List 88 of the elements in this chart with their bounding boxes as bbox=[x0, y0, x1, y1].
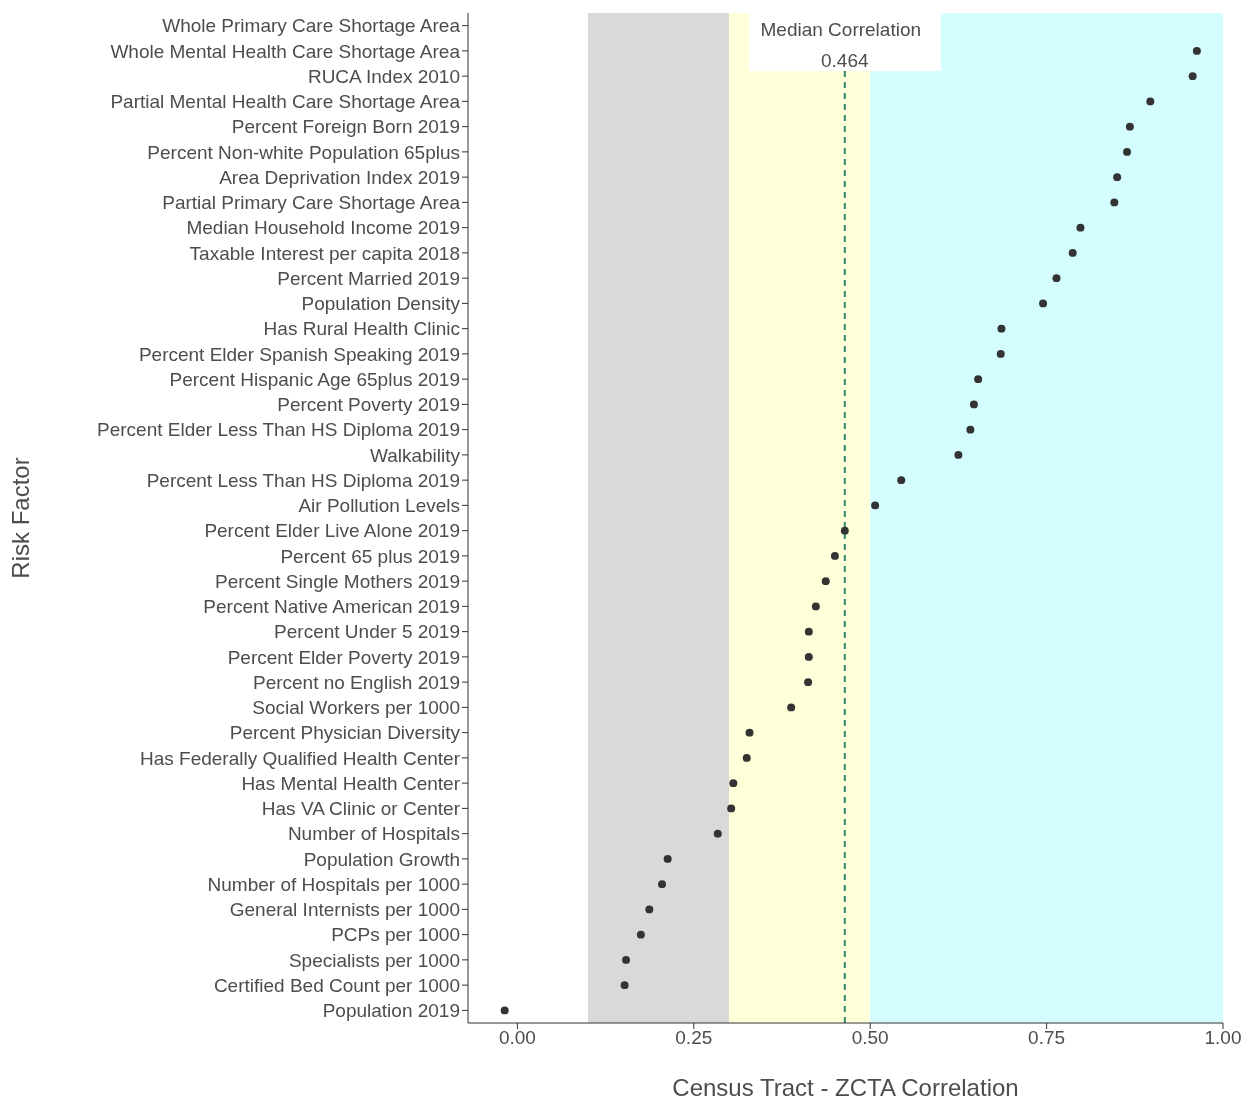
point bbox=[996, 349, 1005, 358]
y-tick-label: Number of Hospitals bbox=[287, 823, 460, 845]
y-tick-label: Whole Primary Care Shortage Area bbox=[162, 15, 461, 37]
point bbox=[1076, 223, 1085, 232]
y-tick-label: Percent Foreign Born 2019 bbox=[231, 116, 460, 138]
point bbox=[821, 577, 830, 586]
y-tick-label: Percent 65 plus 2019 bbox=[280, 545, 460, 567]
point bbox=[1146, 97, 1155, 106]
point bbox=[966, 425, 975, 434]
y-tick-label: Partial Mental Health Care Shortage Area bbox=[110, 91, 461, 113]
y-tick-label: Partial Primary Care Shortage Area bbox=[162, 192, 461, 214]
ref-line-label: Median Correlation bbox=[760, 19, 922, 40]
point bbox=[658, 880, 667, 889]
y-tick-label: Percent Native American 2019 bbox=[203, 596, 460, 618]
y-tick-label: Number of Hospitals per 1000 bbox=[207, 873, 460, 895]
x-tick-label: 0.75 bbox=[1028, 1027, 1066, 1049]
y-tick-label: Median Household Income 2019 bbox=[186, 217, 460, 239]
point bbox=[1188, 72, 1197, 81]
point bbox=[620, 981, 629, 990]
point bbox=[1068, 248, 1077, 257]
point bbox=[1192, 46, 1201, 55]
point bbox=[1052, 274, 1061, 283]
point bbox=[1113, 173, 1122, 182]
y-tick-label: Whole Mental Health Care Shortage Area bbox=[110, 40, 461, 62]
point bbox=[804, 678, 813, 687]
point bbox=[997, 324, 1006, 333]
point bbox=[804, 627, 813, 636]
x-tick-label: 1.00 bbox=[1204, 1027, 1242, 1049]
y-tick-label: Population 2019 bbox=[322, 1000, 460, 1022]
point bbox=[500, 1006, 509, 1015]
point bbox=[645, 905, 654, 914]
point bbox=[745, 728, 754, 737]
y-tick-label: Walkability bbox=[369, 444, 461, 466]
point bbox=[1123, 147, 1132, 156]
y-tick-label: Specialists per 1000 bbox=[288, 949, 460, 971]
y-tick-label: Percent Elder Poverty 2019 bbox=[227, 646, 460, 668]
y-tick-label: PCPs per 1000 bbox=[331, 924, 460, 946]
x-axis-title: Census Tract - ZCTA Correlation bbox=[672, 1074, 1019, 1099]
y-tick-label: Percent Poverty 2019 bbox=[277, 394, 460, 416]
y-tick-label: Percent no English 2019 bbox=[252, 671, 460, 693]
y-tick-label: Area Deprivation Index 2019 bbox=[219, 166, 460, 188]
point bbox=[727, 804, 736, 813]
y-tick-label: RUCA Index 2010 bbox=[307, 65, 460, 87]
point bbox=[787, 703, 796, 712]
y-axis-title: Risk Factor bbox=[6, 457, 34, 579]
x-tick-label: 0.50 bbox=[851, 1027, 889, 1049]
point bbox=[830, 551, 839, 560]
y-tick-label: Percent Physician Diversity bbox=[229, 722, 461, 744]
x-tick-label: 0.00 bbox=[498, 1027, 536, 1049]
y-tick-label: General Internists per 1000 bbox=[229, 899, 460, 921]
annotation: 0.464 bbox=[821, 50, 869, 71]
point bbox=[636, 930, 645, 939]
point bbox=[871, 501, 880, 510]
point bbox=[622, 955, 631, 964]
y-tick-label: Has Rural Health Clinic bbox=[263, 318, 460, 340]
point bbox=[804, 652, 813, 661]
point bbox=[974, 375, 983, 384]
point bbox=[742, 753, 751, 762]
y-tick-label: Social Workers per 1000 bbox=[252, 697, 460, 719]
point bbox=[663, 854, 672, 863]
y-tick-label: Taxable Interest per capita 2018 bbox=[189, 242, 460, 264]
point bbox=[840, 526, 849, 535]
y-tick-label: Percent Non-white Population 65plus bbox=[147, 141, 460, 163]
x-tick-label: 0.25 bbox=[675, 1027, 713, 1049]
point bbox=[969, 400, 978, 409]
point bbox=[713, 829, 722, 838]
point bbox=[729, 779, 738, 788]
point bbox=[1039, 299, 1048, 308]
y-tick-label: Air Pollution Levels bbox=[298, 495, 460, 517]
point bbox=[1125, 122, 1134, 131]
point bbox=[811, 602, 820, 611]
y-tick-label: Has Mental Health Center bbox=[241, 772, 461, 794]
point bbox=[897, 476, 906, 485]
point bbox=[954, 450, 963, 459]
y-tick-label: Percent Elder Spanish Speaking 2019 bbox=[138, 343, 460, 365]
y-tick-label: Percent Elder Live Alone 2019 bbox=[204, 520, 460, 542]
y-tick-label: Percent Elder Less Than HS Diploma 2019 bbox=[97, 419, 460, 441]
y-tick-label: Percent Under 5 2019 bbox=[274, 621, 460, 643]
y-tick-label: Has Federally Qualified Health Center bbox=[140, 747, 461, 769]
point bbox=[1110, 198, 1119, 207]
y-tick-label: Has VA Clinic or Center bbox=[261, 798, 461, 820]
y-tick-label: Percent Hispanic Age 65plus 2019 bbox=[169, 368, 460, 390]
y-tick-label: Percent Married 2019 bbox=[277, 267, 460, 289]
y-tick-label: Percent Single Mothers 2019 bbox=[214, 570, 460, 592]
y-tick-label: Population Growth bbox=[303, 848, 460, 870]
y-tick-label: Population Density bbox=[301, 293, 461, 315]
y-tick-label: Percent Less Than HS Diploma 2019 bbox=[146, 469, 460, 491]
y-tick-label: Certified Bed Count per 1000 bbox=[213, 974, 460, 996]
